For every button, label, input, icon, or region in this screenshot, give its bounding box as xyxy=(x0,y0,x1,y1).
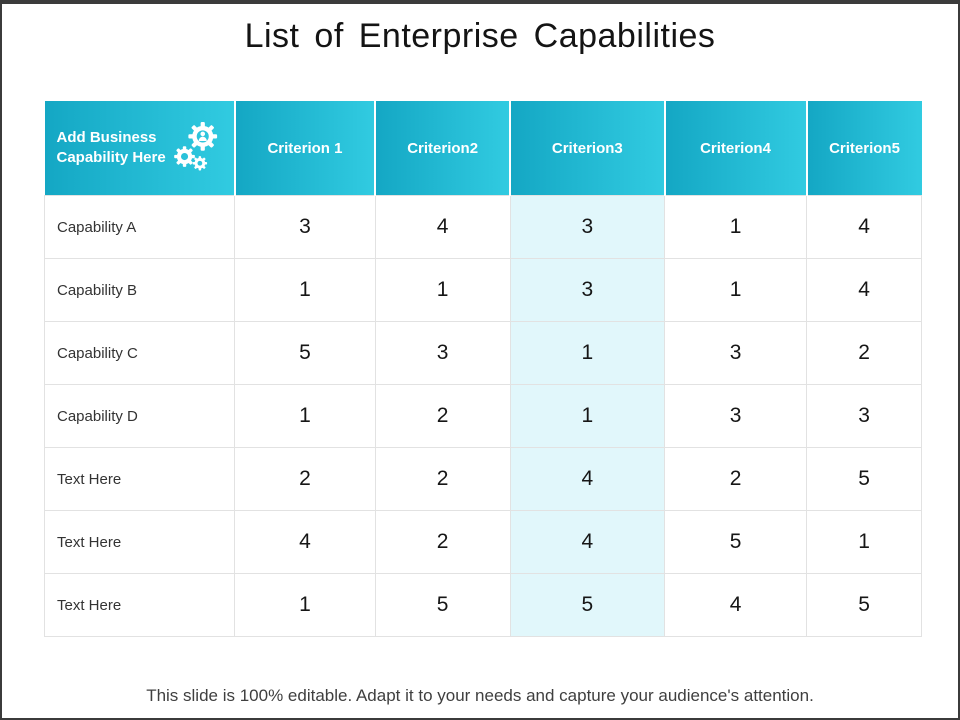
cell-value: 1 xyxy=(663,195,808,259)
cell-value: 5 xyxy=(374,573,511,637)
cell-value: 1 xyxy=(234,258,376,322)
cell-value: 3 xyxy=(663,384,808,448)
cell-value: 3 xyxy=(234,195,376,259)
gears-user-icon xyxy=(173,121,222,175)
column-header-criterion-3: Criterion3 xyxy=(509,101,665,196)
cell-value: 4 xyxy=(806,258,922,322)
row-label: Text Here xyxy=(43,447,236,511)
cell-value: 4 xyxy=(374,195,511,259)
cell-value: 1 xyxy=(374,258,511,322)
cell-value-highlighted: 4 xyxy=(509,447,666,511)
row-label: Capability D xyxy=(43,384,236,448)
column-header-criterion-5: Criterion5 xyxy=(805,101,922,196)
table-row: Capability B 1 1 3 1 4 xyxy=(43,258,922,322)
row-label: Capability B xyxy=(43,258,236,322)
table-row: Text Here 2 2 4 2 5 xyxy=(43,447,922,511)
cell-value-highlighted: 4 xyxy=(509,510,666,574)
cell-value: 3 xyxy=(374,321,511,385)
row-label: Text Here xyxy=(43,510,236,574)
header-row: Add Business Capability Here xyxy=(44,101,922,196)
column-header-criterion-4: Criterion4 xyxy=(663,101,807,196)
cell-value: 2 xyxy=(663,447,808,511)
cell-value: 5 xyxy=(806,573,922,637)
cell-value: 5 xyxy=(234,321,376,385)
footer-note: This slide is 100% editable. Adapt it to… xyxy=(146,686,814,705)
column-header-criterion-2: Criterion2 xyxy=(374,101,511,196)
table-corner-header: Add Business Capability Here xyxy=(44,101,235,196)
cell-value-highlighted: 3 xyxy=(509,195,666,259)
row-label: Text Here xyxy=(43,573,236,637)
cell-value: 5 xyxy=(806,447,922,511)
cell-value: 1 xyxy=(234,573,376,637)
capabilities-table: Add Business Capability Here xyxy=(43,101,922,637)
cell-value: 4 xyxy=(234,510,376,574)
table-row: Capability C 5 3 1 3 2 xyxy=(43,321,922,385)
table-row: Text Here 1 5 5 4 5 xyxy=(43,573,922,637)
cell-value: 1 xyxy=(663,258,808,322)
page-title: List of Enterprise Capabilities xyxy=(244,17,716,55)
cell-value: 4 xyxy=(663,573,808,637)
cell-value: 3 xyxy=(806,384,922,448)
cell-value: 2 xyxy=(806,321,922,385)
cell-value: 2 xyxy=(374,447,511,511)
cell-value-highlighted: 3 xyxy=(509,258,666,322)
cell-value: 1 xyxy=(806,510,922,574)
row-label: Capability A xyxy=(43,195,236,259)
corner-content: Add Business Capability Here xyxy=(45,121,234,175)
table-row: Text Here 4 2 4 5 1 xyxy=(43,510,922,574)
cell-value: 1 xyxy=(234,384,376,448)
cell-value-highlighted: 5 xyxy=(509,573,666,637)
cell-value: 2 xyxy=(234,447,376,511)
corner-header-label: Add Business Capability Here xyxy=(56,128,166,166)
cell-value: 4 xyxy=(806,195,922,259)
column-header-criterion-1: Criterion 1 xyxy=(233,101,376,196)
cell-value: 5 xyxy=(663,510,808,574)
cell-value-highlighted: 1 xyxy=(509,384,666,448)
cell-value: 2 xyxy=(374,510,511,574)
row-label: Capability C xyxy=(43,321,236,385)
table-row: Capability D 1 2 1 3 3 xyxy=(43,384,922,448)
table-row: Capability A 3 4 3 1 4 xyxy=(43,195,922,259)
cell-value: 3 xyxy=(663,321,808,385)
cell-value: 2 xyxy=(374,384,511,448)
cell-value-highlighted: 1 xyxy=(509,321,666,385)
